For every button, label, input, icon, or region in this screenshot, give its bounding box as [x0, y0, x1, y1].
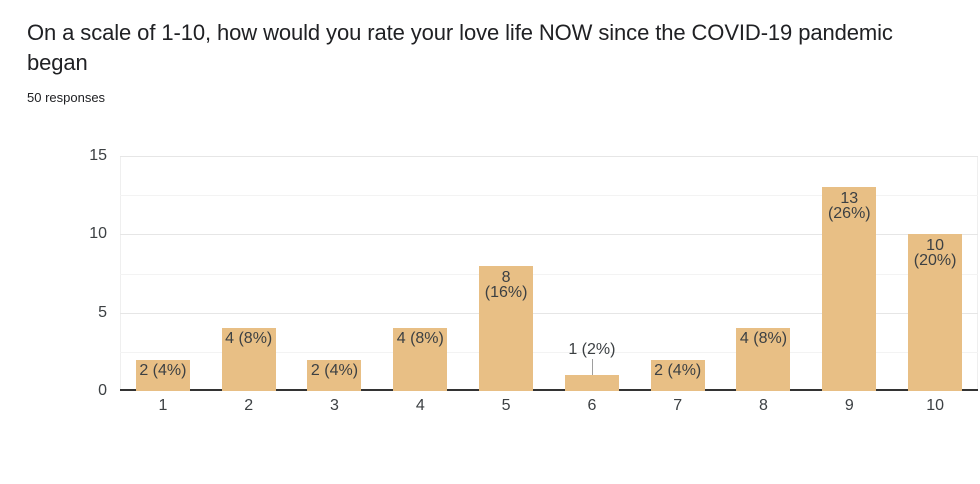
gridline-major — [120, 156, 978, 157]
y-tick-label: 15 — [89, 147, 107, 164]
bar-value-label: 4 (8%) — [739, 330, 788, 348]
gridline-minor — [120, 195, 978, 197]
x-tick-label: 4 — [415, 397, 425, 414]
bar-slot: 13 (26%) — [806, 156, 892, 391]
x-tick-label: 7 — [673, 397, 683, 414]
y-tick-label: 10 — [89, 225, 107, 243]
bar-value-label: 2 (4%) — [310, 361, 359, 379]
bar — [908, 234, 963, 391]
bar-slot: 2 (4%) — [635, 156, 721, 391]
x-tick-label: 5 — [501, 397, 511, 414]
bar — [564, 375, 619, 391]
question-title-line-1: On a scale of 1-10, how would you rate y… — [27, 20, 893, 45]
bar-value-label-line: 13 — [840, 190, 859, 208]
bar-value-label-line: (26%) — [827, 205, 871, 223]
bar-slot: 1 (2%) — [549, 156, 635, 391]
x-tick-label: 6 — [587, 397, 597, 414]
bar-value-label: 13 (26%) — [789, 190, 909, 223]
y-tick-label: 0 — [98, 382, 107, 399]
question-title-line-2: began — [27, 50, 88, 75]
bar-value-label: 8 (16%) — [446, 268, 566, 301]
bar — [307, 359, 362, 391]
responses-count: 50 responses — [27, 90, 106, 105]
bar-slot: 2 (4%) — [120, 156, 206, 391]
x-tick-label: 3 — [330, 397, 339, 414]
bar — [822, 187, 877, 391]
bar-value-label-line: 8 — [501, 268, 511, 286]
bar-slot: 8 (16%) — [463, 156, 549, 391]
bar — [650, 359, 705, 391]
x-tick-label: 9 — [844, 397, 854, 414]
bar-slot: 10 (20%) — [892, 156, 978, 391]
bar-value-label-line: (20%) — [913, 252, 957, 270]
bar-value-label: 1 (2%) — [568, 341, 616, 359]
bar — [221, 328, 276, 391]
bar — [736, 328, 791, 391]
x-tick-label: 8 — [759, 397, 768, 414]
gridline-minor — [120, 273, 978, 275]
label-leader-line — [591, 359, 593, 376]
bar-slot: 2 (4%) — [292, 156, 378, 391]
bar-value-label-line: (16%) — [484, 283, 528, 301]
bar — [393, 328, 448, 391]
bar-value-label: 4 (8%) — [225, 330, 273, 348]
plot-area: 2 (4%) 4 (8%) 2 (4%) 4 (8%) 8 (16%) 1 (2%) 2 (4… — [120, 156, 978, 391]
bar-value-label: 10 (20%) — [875, 237, 980, 270]
y-tick-label: 5 — [98, 303, 107, 321]
bar-value-label-line: 10 — [926, 237, 944, 255]
bar-value-label: 2 (4%) — [654, 361, 702, 379]
gridline-minor — [120, 351, 978, 353]
bar-value-label: 2 (4%) — [139, 361, 187, 379]
gridline-major — [120, 234, 978, 236]
bar — [479, 265, 534, 391]
x-tick-label: 10 — [926, 397, 944, 414]
bar-value-label: 4 (8%) — [396, 330, 444, 348]
bar-slot: 4 (8%) — [206, 156, 292, 391]
x-tick-label: 1 — [158, 397, 168, 414]
bar-slot: 4 (8%) — [377, 156, 463, 391]
bar-slot: 4 (8%) — [721, 156, 807, 391]
gridline-major — [120, 312, 978, 314]
bar — [135, 359, 190, 391]
question-header: On a scale of 1-10, how would you rate y… — [27, 18, 957, 78]
x-tick-label: 2 — [244, 397, 254, 414]
x-axis-line — [120, 389, 978, 391]
